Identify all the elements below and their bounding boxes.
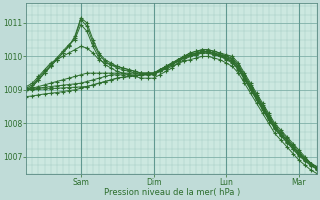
X-axis label: Pression niveau de la mer( hPa ): Pression niveau de la mer( hPa ) [104, 188, 240, 197]
